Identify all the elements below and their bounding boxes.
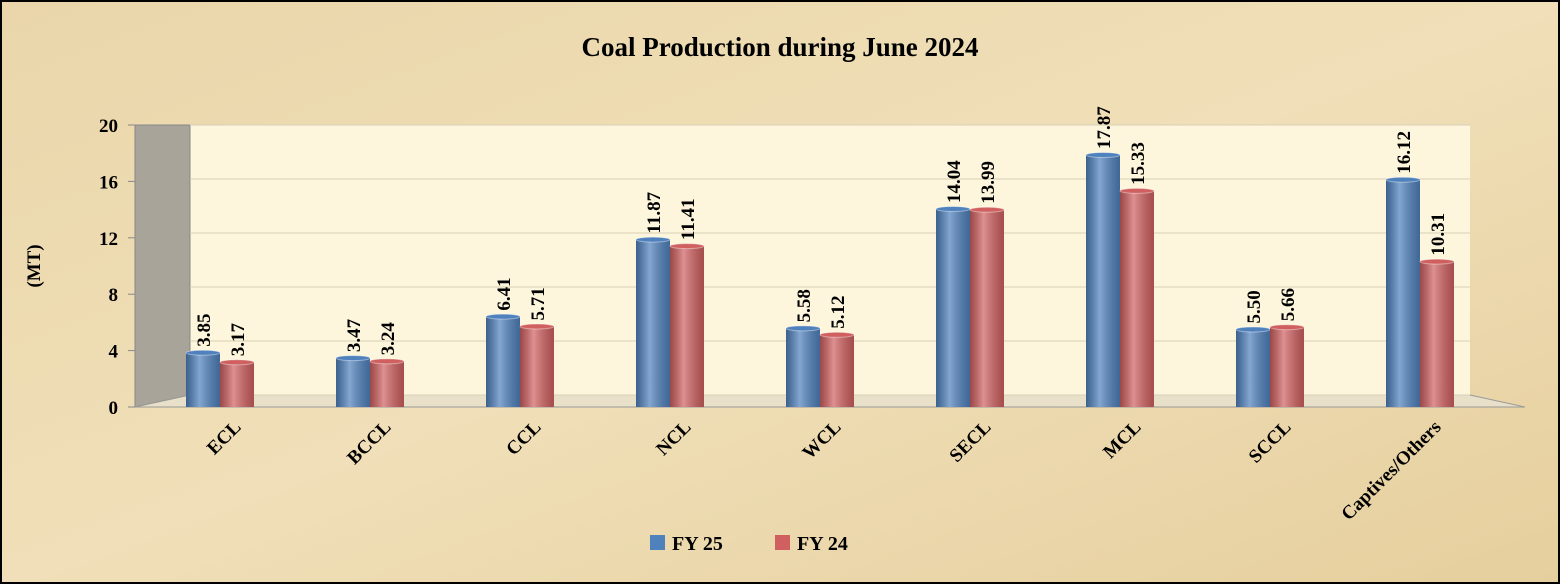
bar-shading bbox=[1270, 327, 1304, 407]
value-label: 5.66 bbox=[1278, 288, 1299, 321]
bar-shading bbox=[186, 352, 220, 407]
legend-swatch bbox=[650, 535, 665, 550]
y-tick-label: 12 bbox=[99, 229, 118, 250]
value-label: 5.71 bbox=[528, 287, 549, 320]
bar-top bbox=[1269, 324, 1305, 331]
legend-swatch bbox=[775, 535, 790, 550]
value-label: 3.24 bbox=[378, 322, 399, 356]
y-tick-label: 20 bbox=[99, 116, 118, 137]
bar-shading bbox=[486, 316, 520, 407]
bar-top bbox=[219, 359, 255, 366]
bar-shading bbox=[636, 239, 670, 407]
bar-top bbox=[669, 243, 705, 250]
value-label: 3.47 bbox=[344, 318, 365, 352]
value-label: 15.33 bbox=[1128, 142, 1149, 185]
bar-top bbox=[369, 358, 405, 365]
bar-top bbox=[785, 325, 821, 332]
value-label: 3.17 bbox=[228, 323, 249, 357]
y-tick-label: 8 bbox=[109, 285, 119, 306]
value-label: 17.87 bbox=[1094, 106, 1115, 149]
y-tick-label: 16 bbox=[99, 172, 118, 193]
bar-shading bbox=[670, 246, 704, 407]
bar-shading bbox=[1236, 329, 1270, 407]
value-label: 13.99 bbox=[978, 161, 999, 204]
value-label: 5.58 bbox=[794, 289, 815, 322]
y-tick-label: 0 bbox=[109, 398, 119, 419]
chart-title: Coal Production during June 2024 bbox=[581, 32, 978, 62]
bar-top bbox=[1385, 176, 1421, 183]
bar-shading bbox=[520, 326, 554, 407]
side-wall bbox=[134, 124, 191, 408]
bar-top bbox=[1119, 187, 1155, 194]
bar-top bbox=[1235, 326, 1271, 333]
bar-top bbox=[1085, 152, 1121, 159]
value-label: 11.87 bbox=[644, 191, 665, 233]
legend-label: FY 25 bbox=[672, 533, 723, 555]
bar-top bbox=[935, 206, 971, 213]
value-label: 5.12 bbox=[828, 296, 849, 329]
y-tick-label: 4 bbox=[109, 342, 119, 363]
bar-top bbox=[485, 313, 521, 320]
bar-shading bbox=[786, 328, 820, 407]
value-label: 14.04 bbox=[944, 160, 965, 203]
bar-top bbox=[635, 236, 671, 243]
bar-shading bbox=[1420, 261, 1454, 407]
value-label: 6.41 bbox=[494, 277, 515, 310]
bar-top bbox=[969, 206, 1005, 213]
bar-shading bbox=[1386, 179, 1420, 407]
value-label: 16.12 bbox=[1394, 131, 1415, 174]
bar-top bbox=[185, 349, 221, 356]
value-label: 10.31 bbox=[1428, 213, 1449, 256]
bar-top bbox=[519, 323, 555, 330]
bar-shading bbox=[820, 334, 854, 407]
value-label: 3.85 bbox=[194, 313, 215, 346]
bar-top bbox=[1419, 258, 1455, 265]
bar-shading bbox=[970, 209, 1004, 407]
bar-shading bbox=[336, 358, 370, 407]
bar-shading bbox=[936, 209, 970, 407]
value-label: 5.50 bbox=[1244, 290, 1265, 323]
bar-shading bbox=[370, 361, 404, 407]
bar-top bbox=[335, 355, 371, 362]
bar-shading bbox=[220, 362, 254, 407]
y-axis-label: (MT) bbox=[24, 244, 45, 287]
bar-shading bbox=[1086, 155, 1120, 407]
value-label: 11.41 bbox=[678, 198, 699, 240]
legend-label: FY 24 bbox=[797, 533, 848, 555]
bar-shading bbox=[1120, 190, 1154, 407]
bar-top bbox=[819, 331, 855, 338]
